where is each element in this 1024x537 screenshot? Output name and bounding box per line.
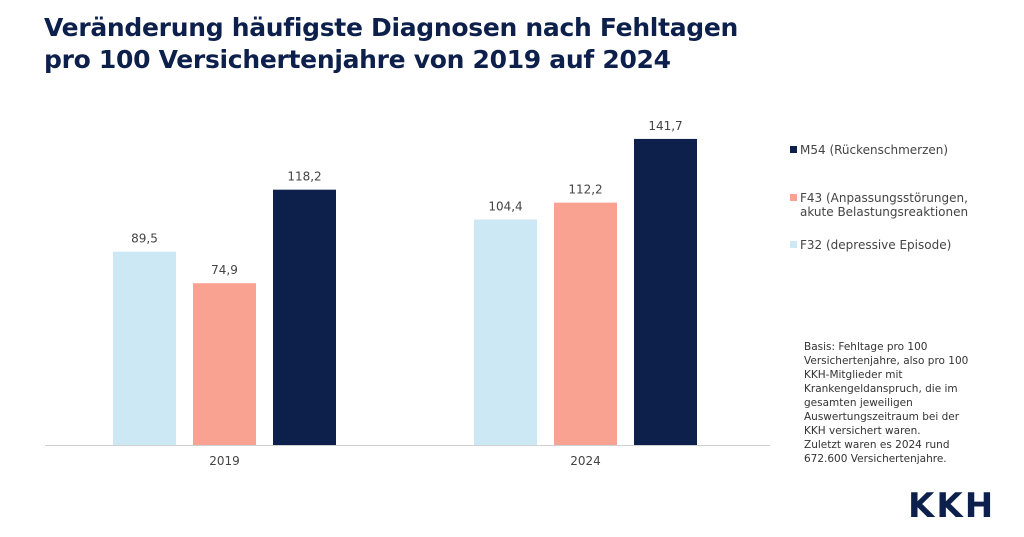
title-line: Veränderung häufigste Diagnosen nach Feh… bbox=[44, 13, 739, 42]
legend-item-m54: M54 (Rückenschmerzen) bbox=[790, 143, 948, 157]
legend-label: akute Belastungsreaktionen bbox=[800, 205, 969, 219]
chart-title: Veränderung häufigste Diagnosen nach Feh… bbox=[44, 12, 738, 76]
legend-swatch bbox=[790, 241, 797, 248]
legend-item-f32: F32 (depressive Episode) bbox=[790, 238, 951, 252]
bar-2019-series-2 bbox=[273, 189, 336, 445]
bar-2024-series-0 bbox=[474, 219, 537, 445]
legend-label: F32 (depressive Episode) bbox=[800, 238, 952, 252]
legend-label: M54 (Rückenschmerzen) bbox=[800, 143, 949, 157]
footnote-line: Auswertungszeitraum bei der bbox=[804, 411, 960, 423]
footnote-line: 672.600 Versichertenjahre. bbox=[804, 453, 947, 465]
bar-2019-series-0 bbox=[113, 251, 176, 445]
data-label: 112,2 bbox=[568, 183, 602, 197]
footnote-line: Basis: Fehltage pro 100 bbox=[804, 341, 928, 353]
bar-2019-series-1 bbox=[193, 283, 256, 445]
legend-item-f43: F43 (Anpassungsstörungen, akute Belastung… bbox=[790, 191, 968, 219]
data-label: 74,9 bbox=[211, 263, 238, 277]
data-label: 104,4 bbox=[488, 199, 522, 213]
legend-swatch bbox=[790, 194, 797, 201]
x-tick-label: 2019 bbox=[209, 454, 240, 468]
bar-2024-series-2 bbox=[634, 138, 697, 446]
kkh-logo: KKH bbox=[908, 486, 996, 526]
footnote-line: KKH versichert waren. bbox=[804, 425, 921, 437]
data-label: 118,2 bbox=[287, 170, 321, 184]
footnote-line: gesamten jeweiligen bbox=[804, 397, 913, 409]
footnote-line: Versichertenjahre, also pro 100 bbox=[804, 355, 969, 367]
bar-chart: 89,5 74,9 118,2 2019 104,4 112,2 141,7 2024 bbox=[45, 119, 770, 468]
data-label: 141,7 bbox=[648, 119, 682, 133]
footnote-line: Krankengeldanspruch, die im bbox=[804, 383, 958, 395]
x-tick-label: 2024 bbox=[570, 454, 601, 468]
title-line: pro 100 Versichertenjahre von 2019 auf 2… bbox=[44, 45, 671, 74]
bar-2024-series-1 bbox=[554, 202, 617, 445]
data-label: 89,5 bbox=[131, 232, 158, 246]
footnote: Basis: Fehltage pro 100 Versichertenjahre… bbox=[804, 340, 1004, 466]
footnote-line: KKH-Mitglieder mit bbox=[804, 369, 903, 381]
legend-label: F43 (Anpassungsstörungen, bbox=[800, 191, 968, 205]
footnote-line: Zuletzt waren es 2024 rund bbox=[804, 439, 950, 451]
legend-swatch bbox=[790, 146, 797, 153]
